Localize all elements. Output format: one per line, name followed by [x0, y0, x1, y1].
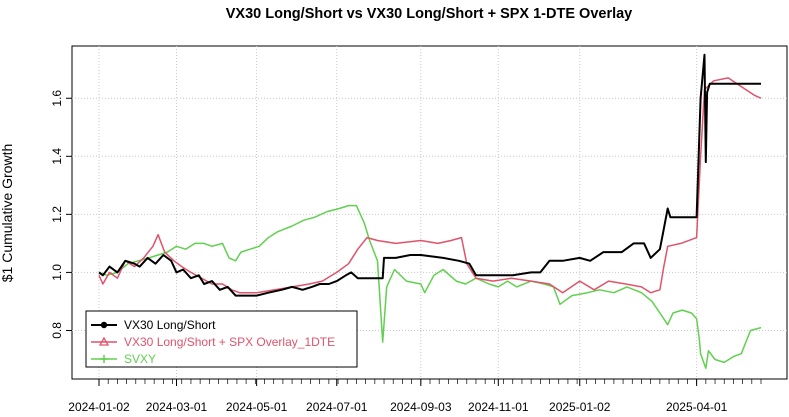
legend: VX30 Long/Short VX30 Long/Short + SPX Ove… [85, 310, 358, 368]
y-axis: 0.8 1.0 1.2 1.4 1.6 [50, 90, 72, 339]
x-tick-label: 2024-01-02 [68, 400, 130, 414]
legend-marker-circle [100, 321, 108, 329]
series-line-vx30-long-short [98, 53, 761, 297]
x-axis: 2024-01-02 2024-03-01 2024-05-01 2024-07-01… [68, 379, 762, 414]
legend-label: SVXY [124, 352, 156, 366]
x-tick-label: 2024-03-01 [146, 400, 208, 414]
y-tick-label: 1.6 [50, 90, 64, 107]
legend-label: VX30 Long/Short [124, 318, 216, 332]
grid [72, 46, 787, 379]
series-layer [98, 53, 762, 369]
legend-label: VX30 Long/Short + SPX Overlay_1DTE [124, 335, 335, 349]
series-line-vx30-long-short-spx-overlay-1dte [98, 77, 762, 294]
legend-box [85, 310, 358, 368]
plot-frame [71, 45, 788, 380]
chart-title: VX30 Long/Short vs VX30 Long/Short + SPX… [226, 6, 633, 22]
x-tick-label: 2025-04-01 [666, 400, 728, 414]
y-tick-label: 1.0 [50, 264, 64, 281]
x-tick-label: 2024-05-01 [226, 400, 288, 414]
legend-marker-plus [100, 355, 108, 363]
legend-marker-triangle [98, 336, 110, 346]
y-axis-label: $1 Cumulative Growth [0, 144, 15, 283]
y-tick-label: 1.4 [50, 148, 64, 165]
x-tick-label: 2024-11-01 [468, 400, 529, 414]
y-tick-label: 1.2 [50, 206, 64, 223]
y-tick-label: 0.8 [50, 322, 64, 339]
x-tick-label: 2024-09-03 [390, 400, 452, 414]
x-tick-label: 2025-01-02 [549, 400, 611, 414]
x-tick-label: 2024-07-01 [306, 400, 368, 414]
series-line-svxy [98, 204, 762, 369]
